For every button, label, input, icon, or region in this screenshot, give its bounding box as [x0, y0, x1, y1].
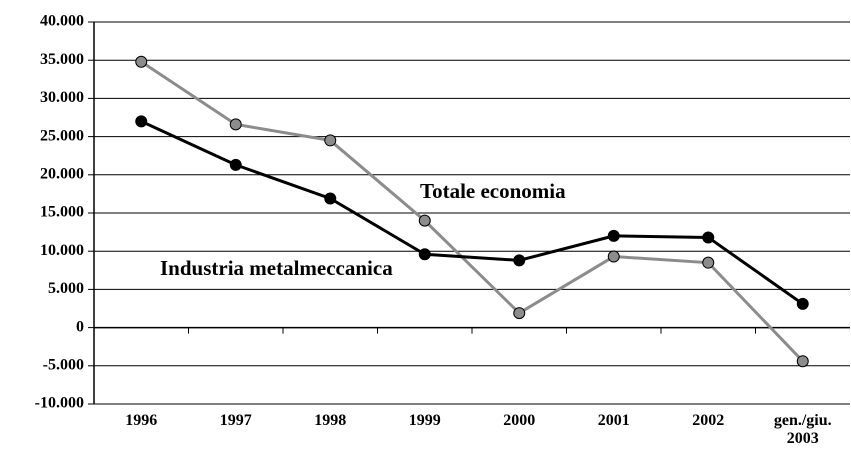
y-tick-label: 35.000: [40, 51, 84, 68]
y-tick-label: 20.000: [40, 165, 84, 182]
point: [418, 214, 431, 227]
x-tick-label: 1999: [408, 412, 441, 429]
point: [135, 115, 148, 128]
x-tick-label: 1998: [314, 412, 347, 429]
point: [796, 297, 809, 310]
point: [135, 55, 148, 68]
x-tick-label: 2002: [692, 412, 725, 429]
x-tick-label: 1996: [125, 412, 158, 429]
point: [229, 118, 242, 131]
x-tick-label: gen./giu. 2003: [773, 412, 832, 447]
point: [229, 158, 242, 171]
point: [702, 231, 715, 244]
series-label: Totale economia: [420, 179, 566, 203]
series-line: [140, 60, 804, 363]
y-tick-label: 30.000: [40, 89, 84, 106]
x-tick-label: 2001: [597, 412, 630, 429]
point: [607, 250, 620, 263]
series-line: [140, 119, 804, 306]
point: [796, 355, 809, 368]
y-tick-label: -10.000: [35, 395, 84, 412]
point: [702, 256, 715, 269]
y-tick-label: 15.000: [40, 204, 84, 221]
x-tick-label: 2000: [503, 412, 536, 429]
point: [418, 248, 431, 261]
y-tick-label: 25.000: [40, 127, 84, 144]
y-tick-label: 40.000: [40, 13, 84, 30]
point: [607, 229, 620, 242]
point: [324, 192, 337, 205]
x-tick-label: 1997: [219, 412, 252, 429]
series-label: Industria metalmeccanica: [160, 256, 393, 280]
y-tick-label: -5.000: [43, 356, 84, 373]
point: [513, 254, 526, 267]
point: [513, 307, 526, 320]
y-tick-label: 0: [76, 318, 84, 335]
y-tick-label: 5.000: [48, 280, 84, 297]
point: [324, 134, 337, 147]
y-tick-label: 10.000: [40, 242, 84, 259]
